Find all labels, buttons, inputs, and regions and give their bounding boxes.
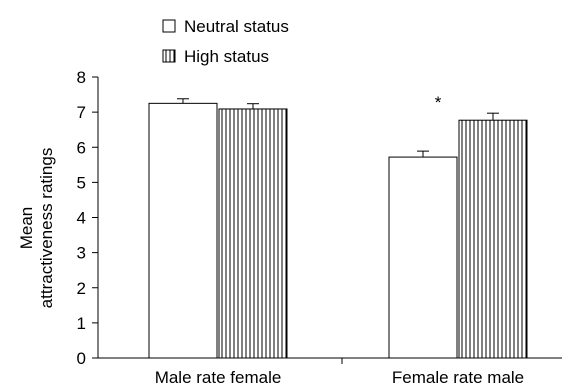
legend-swatch-neutral — [162, 19, 176, 33]
y-tick-label: 4 — [77, 209, 86, 228]
bar-high-female-rate-male — [458, 119, 528, 359]
y-tick-label: 6 — [77, 138, 86, 157]
bar-neutral-female-rate-male — [388, 156, 458, 359]
annotations: * — [435, 93, 442, 112]
y-tick-label: 5 — [77, 173, 86, 192]
error-bars — [177, 98, 499, 158]
y-tick-label: 2 — [77, 279, 86, 298]
y-tick-label: 8 — [77, 68, 86, 87]
significance-asterisk: * — [435, 93, 442, 112]
y-ticks: 0 1 2 3 4 5 6 7 8 — [77, 68, 98, 368]
legend: Neutral status High status — [162, 17, 289, 66]
legend-label-high: High status — [184, 47, 269, 66]
y-axis-title: Mean attractiveness ratings — [17, 148, 56, 309]
x-category-label: Male rate female — [155, 368, 282, 387]
legend-swatch-high — [162, 49, 176, 63]
y-tick-label: 1 — [77, 314, 86, 333]
bar-high-male-rate-female — [218, 108, 288, 359]
bars — [148, 102, 528, 359]
y-axis-title-line-1: Mean — [17, 207, 36, 250]
bar-neutral-male-rate-female — [148, 102, 218, 359]
category-labels: Male rate female Female rate male — [155, 368, 524, 387]
y-tick-label: 7 — [77, 103, 86, 122]
y-tick-label: 3 — [77, 244, 86, 263]
y-tick-label: 0 — [77, 349, 86, 368]
x-category-label: Female rate male — [392, 368, 524, 387]
y-axis-title-line-2: attractiveness ratings — [37, 148, 56, 309]
legend-label-neutral: Neutral status — [184, 17, 289, 36]
